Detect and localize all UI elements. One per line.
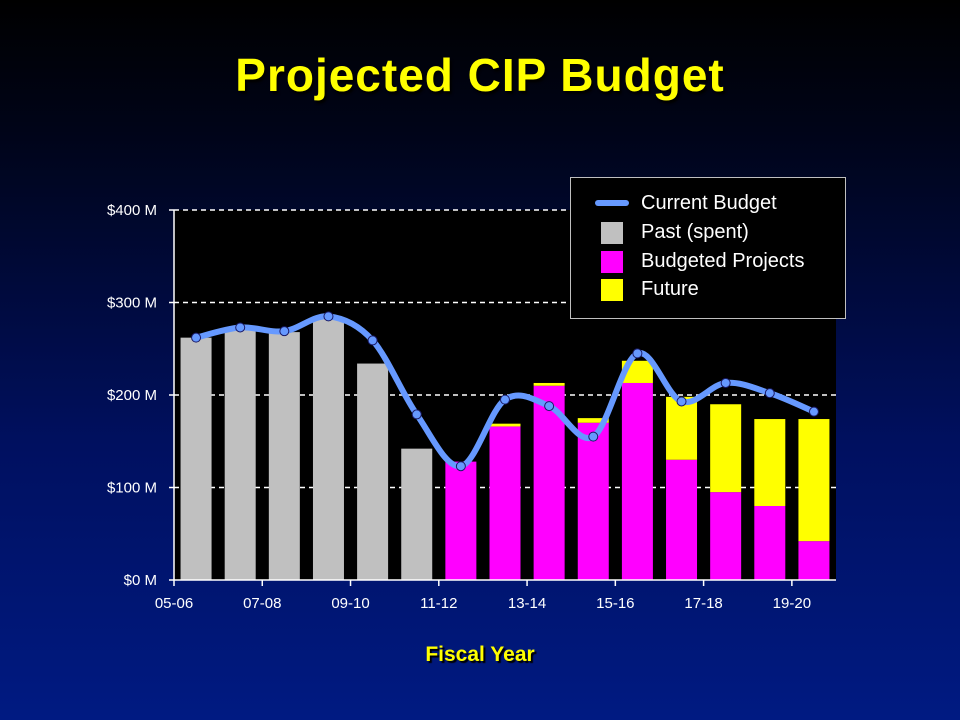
x-tick-label: 11-12 [420,595,457,612]
bar-past-spent-07-08 [268,332,300,580]
x-tick-label: 05-06 [155,595,193,612]
bar-future-12-13 [489,423,521,427]
bar-future-17-18 [710,404,742,493]
current-budget-point-17-18 [720,377,731,388]
bar-future-14-15 [577,418,609,423]
bar-budgeted-projects-18-19 [754,506,786,580]
bar-past-spent-05-06 [180,337,212,580]
current-budget-point-10-11 [411,409,422,420]
current-budget-point-08-09 [323,311,334,322]
bar-past-spent-08-09 [312,317,344,580]
bar-budgeted-projects-19-20 [798,541,830,580]
current-budget-point-11-12 [455,461,466,472]
y-tick-label: $200 M [107,387,157,404]
y-tick-label: $300 M [107,295,157,312]
x-tick-label: 13-14 [508,595,546,612]
legend: Current Budget Past (spent) Budgeted Pro… [570,177,846,319]
bar-budgeted-projects-16-17 [666,459,698,580]
legend-swatch-budgeted [601,251,623,273]
current-budget-point-05-06 [191,332,202,343]
bar-past-spent-09-10 [357,363,389,580]
legend-swatch-current-budget [595,200,629,206]
legend-label-future: Future [641,278,699,300]
bar-budgeted-projects-17-18 [710,492,742,580]
current-budget-point-12-13 [500,394,510,405]
legend-label-budgeted: Budgeted Projects [641,250,805,272]
legend-label-past: Past (spent) [641,221,749,243]
current-budget-point-07-08 [279,326,290,337]
bar-budgeted-projects-11-12 [445,461,477,580]
current-budget-point-14-15 [588,431,599,442]
x-axis-label: Fiscal Year [425,643,535,666]
current-budget-point-09-10 [367,335,378,346]
legend-swatch-future [601,279,623,301]
y-tick-label: $0 M [124,572,157,589]
legend-swatch-past [601,222,623,244]
x-tick-label: 17-18 [684,595,722,612]
x-tick-label: 19-20 [773,595,811,612]
x-tick-label: 15-16 [596,595,634,612]
bar-future-18-19 [754,419,786,506]
current-budget-point-19-20 [808,406,819,417]
bar-future-13-14 [533,382,565,386]
x-tick-label: 07-08 [243,595,281,612]
bar-budgeted-projects-14-15 [577,422,609,580]
chart-title: Projected CIP Budget [235,49,725,101]
bar-budgeted-projects-15-16 [621,382,653,580]
y-tick-label: $400 M [107,202,157,219]
current-budget-point-13-14 [544,401,555,412]
current-budget-point-16-17 [676,396,687,407]
bar-past-spent-06-07 [224,328,256,580]
legend-label-current-budget: Current Budget [641,192,777,214]
bar-budgeted-projects-12-13 [489,426,521,580]
y-tick-label: $100 M [107,480,157,497]
bar-future-19-20 [798,419,830,542]
current-budget-point-15-16 [632,348,643,359]
current-budget-point-18-19 [764,388,775,399]
bar-past-spent-10-11 [401,448,433,580]
x-tick-label: 09-10 [331,595,369,612]
current-budget-point-06-07 [235,322,246,333]
bar-future-16-17 [666,396,698,460]
